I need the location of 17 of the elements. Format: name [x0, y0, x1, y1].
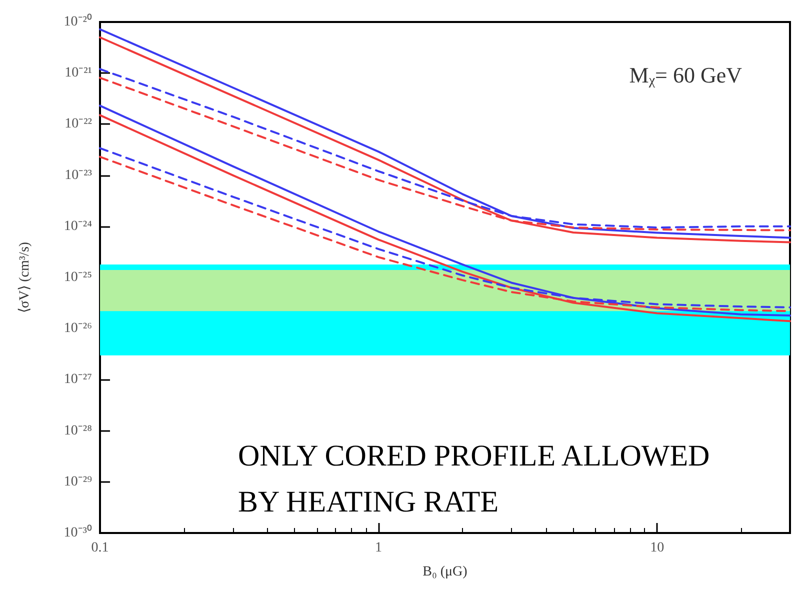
y-tick-label: 10⁻²³ — [64, 168, 92, 183]
annotation: ONLY CORED PROFILE ALLOWED BY HEATING RATE — [238, 440, 710, 518]
y-tick-label: 10⁻²⁵ — [64, 270, 92, 285]
y-tick-label: 10⁻²⁸ — [64, 423, 92, 438]
y-axis-title: ⟨σV⟩ (cm³/s) — [18, 242, 32, 314]
y-tick-label: 10⁻³⁰ — [64, 524, 92, 540]
y-tick-label: 10⁻²⁶ — [64, 321, 92, 336]
y-tick-label: 10⁻²⁴ — [64, 218, 92, 234]
x-tick-label: 1 — [375, 540, 382, 556]
y-tick-label: 10⁻²⁰ — [64, 14, 92, 30]
y-tick-label: 10⁻²² — [64, 116, 92, 132]
x-axis-title: B₀ (μG) — [422, 564, 468, 580]
y-tick-label: 10⁻²¹ — [64, 66, 92, 81]
y-tick-label: 10⁻²⁷ — [64, 372, 92, 388]
x-tick-label: 0.1 — [91, 540, 109, 556]
x-tick-label: 10 — [650, 540, 664, 556]
y-tick-label: 10⁻²⁹ — [64, 474, 92, 490]
